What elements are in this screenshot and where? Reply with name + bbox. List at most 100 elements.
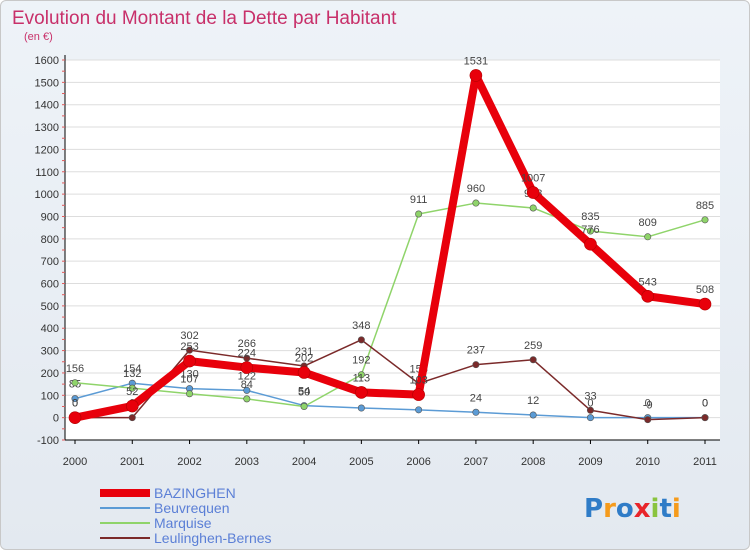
y-tick-label: 1200 (35, 144, 59, 156)
data-label: 192 (352, 355, 370, 367)
data-point (472, 361, 480, 369)
data-point (71, 395, 79, 403)
data-label: 302 (180, 330, 198, 342)
x-tick-label: 2005 (349, 456, 373, 468)
data-point (186, 390, 194, 398)
legend-label: Marquise (154, 515, 212, 531)
data-point (529, 204, 537, 212)
data-point (472, 408, 480, 416)
data-label: 231 (295, 346, 313, 358)
data-label: 0 (72, 398, 78, 410)
data-point (243, 395, 251, 403)
data-label: 154 (123, 363, 141, 375)
series-line-bazinghen (74, 71, 706, 422)
data-point (584, 237, 597, 251)
data-point (701, 414, 709, 422)
y-tick-label: 1400 (35, 100, 59, 112)
data-point (644, 416, 652, 424)
data-label: 1007 (521, 173, 545, 185)
y-tick-label: 500 (41, 301, 59, 313)
data-label: 224 (238, 348, 256, 360)
data-point (586, 406, 594, 414)
data-label: -9 (643, 400, 653, 412)
data-label: 266 (238, 338, 256, 350)
data-label: 50 (298, 386, 310, 398)
y-tick-label: 1100 (35, 167, 59, 179)
data-label: 103 (409, 375, 427, 387)
y-tick-label: 1300 (35, 122, 59, 134)
data-point (357, 404, 365, 412)
data-label: 0 (587, 398, 593, 410)
data-point (412, 388, 425, 401)
data-label: 0 (645, 398, 651, 410)
y-tick-label: 300 (41, 346, 59, 358)
data-label: 12 (527, 395, 539, 407)
data-point (644, 233, 652, 241)
x-tick-label: 2004 (292, 456, 316, 468)
data-label: 348 (352, 320, 370, 332)
data-point (526, 186, 540, 199)
data-point (357, 336, 365, 344)
y-tick-label: 1500 (35, 77, 59, 89)
data-label: 809 (639, 217, 657, 229)
data-point (415, 406, 423, 414)
data-label: 776 (581, 224, 599, 236)
data-label: 259 (524, 340, 542, 352)
x-tick-label: 2001 (120, 456, 144, 468)
y-tick-label: 400 (41, 323, 59, 335)
data-label: 24 (470, 392, 482, 404)
y-tick-label: 800 (41, 234, 59, 246)
y-tick-label: 900 (41, 211, 59, 223)
y-tick-label: 1000 (35, 189, 59, 201)
data-point (71, 379, 79, 387)
x-tick-label: 2002 (177, 456, 201, 468)
data-label: 52 (126, 386, 138, 398)
y-tick-label: 700 (41, 256, 59, 268)
data-point (469, 69, 483, 82)
data-point (641, 289, 655, 303)
y-tick-label: 0 (53, 413, 59, 425)
data-point (698, 297, 712, 311)
data-label: 132 (123, 368, 141, 380)
data-point (472, 199, 480, 207)
data-point (240, 361, 254, 374)
data-label: 543 (639, 276, 657, 288)
x-tick-label: 2007 (464, 456, 488, 468)
data-point (300, 402, 308, 410)
series-line-leulinghen-bernes (75, 339, 706, 421)
x-tick-label: 2000 (63, 456, 87, 468)
chart-unit: (en €) (24, 31, 53, 43)
data-point (183, 354, 196, 368)
data-point (186, 346, 194, 354)
data-point (297, 366, 311, 379)
svg-text:Proxiti: Proxiti (584, 494, 681, 524)
data-point (68, 411, 82, 424)
data-point (415, 210, 423, 218)
series-line-beuvrequen (74, 382, 705, 419)
data-label: 0 (702, 398, 708, 410)
data-label: 130 (180, 369, 198, 381)
y-tick-label: 200 (41, 368, 59, 380)
legend-label: Beuvrequen (154, 500, 230, 516)
data-point (125, 399, 139, 413)
data-label: 113 (353, 372, 371, 384)
chart-title: Evolution du Montant de la Dette par Hab… (12, 8, 397, 29)
legend: BAZINGHENBeuvrequenMarquiseLeulinghen-Be… (100, 485, 272, 546)
x-tick-label: 2008 (521, 456, 545, 468)
data-label: 54 (298, 386, 310, 398)
y-tick-label: -100 (37, 435, 59, 447)
data-label: 122 (238, 370, 256, 382)
data-label: 0 (702, 398, 708, 410)
legend-label: Leulinghen-Bernes (154, 530, 272, 546)
x-tick-label: 2009 (578, 456, 602, 468)
data-point (128, 414, 136, 422)
y-tick-label: 100 (41, 390, 59, 402)
plot-area: -100010020030040050060070080090010001100… (35, 55, 720, 468)
data-point (243, 386, 251, 394)
data-point (529, 356, 537, 364)
y-tick-label: 600 (41, 279, 59, 291)
data-label: 0 (72, 398, 78, 410)
legend-label: BAZINGHEN (154, 485, 236, 501)
data-label: 202 (295, 352, 313, 364)
